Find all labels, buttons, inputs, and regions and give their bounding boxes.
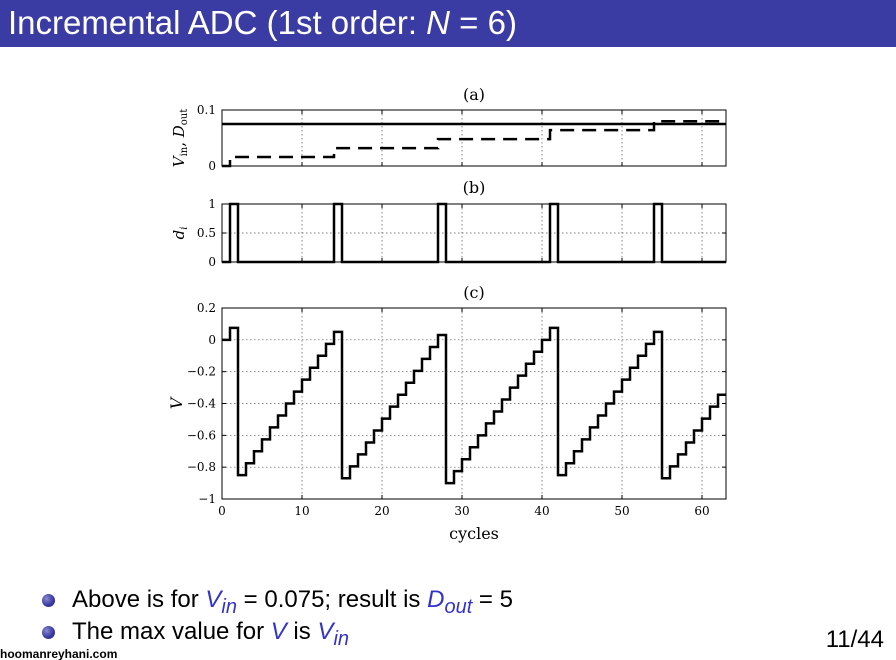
x-tick-label: 50 [614, 504, 629, 518]
y-tick-label: −0.6 [187, 428, 216, 442]
x-tick-label: 60 [694, 504, 709, 518]
watermark: hoomanreyhani.com [0, 649, 118, 660]
panel-1: (b) 0 0.5 1 di [170, 178, 727, 269]
y-tick-label: 0.1 [197, 103, 216, 117]
y-tick-label: 0 [208, 159, 216, 173]
bullet-text: Above is for [72, 586, 206, 613]
panel-label: (c) [463, 283, 484, 302]
figure: (a) 0 0.1 Vin, Dout (b) 0 0.5 1 di (c) −1 −0.8 −0.6 −… [167, 85, 727, 543]
x-tick-label: 30 [454, 504, 469, 518]
y-tick-label: −0.4 [187, 397, 217, 411]
series-di-line [222, 202, 726, 264]
panel-label: (b) [463, 178, 486, 197]
math-v: V [270, 618, 287, 645]
bullet-text: The max value for [72, 618, 271, 645]
bullet-text: = 5 [472, 586, 513, 613]
y-tick-label: −1 [198, 492, 216, 506]
math-d-out: Dout [427, 586, 473, 618]
plot-frame [221, 109, 727, 167]
series-dout-line [222, 119, 726, 168]
y-axis-label: di [170, 227, 190, 240]
panel-2: (c) −1 −0.8 −0.6 −0.4 −0.2 0 0.2 0 10 20 30 40 50 60 cy… [167, 283, 727, 543]
y-tick-label: 0 [208, 333, 216, 347]
bullet-list: Above is for Vin = 0.075; result is Dout… [38, 584, 513, 650]
slide-title: Incremental ADC (1st order: N = 6) [8, 4, 517, 41]
bullet-2: The max value for V is Vin [38, 616, 513, 650]
series-v-line [222, 326, 726, 485]
plot-frame [221, 307, 727, 500]
x-tick-label: 0 [218, 504, 226, 518]
bullet-dot-icon [42, 626, 55, 639]
y-tick-label: 1 [208, 197, 216, 211]
panel-label: (a) [463, 85, 485, 104]
y-tick-label: −0.2 [187, 365, 216, 379]
x-tick-label: 40 [534, 504, 549, 518]
x-axis-label: cycles [449, 524, 499, 543]
title-bar: Incremental ADC (1st order: N = 6) [0, 0, 896, 47]
math-v-in: Vin [317, 618, 350, 650]
x-tick-label: 20 [374, 504, 389, 518]
page-number: 11/44 [825, 626, 884, 653]
bullet-1: Above is for Vin = 0.075; result is Dout… [38, 584, 513, 618]
y-tick-label: 0 [208, 255, 216, 269]
y-axis-label: V [167, 396, 186, 409]
y-tick-label: 0.5 [197, 226, 216, 240]
bullet-dot-icon [42, 594, 55, 607]
panel-0: (a) 0 0.1 Vin, Dout [170, 85, 727, 173]
y-tick-label: −0.8 [187, 460, 216, 474]
y-axis-label: Vin, Dout [170, 109, 190, 168]
x-tick-label: 10 [294, 504, 309, 518]
bullet-text: is [286, 618, 318, 645]
math-v-in: Vin [205, 586, 237, 618]
y-tick-label: 0.2 [197, 301, 216, 315]
bullet-text: = 0.075; result is [237, 586, 428, 613]
